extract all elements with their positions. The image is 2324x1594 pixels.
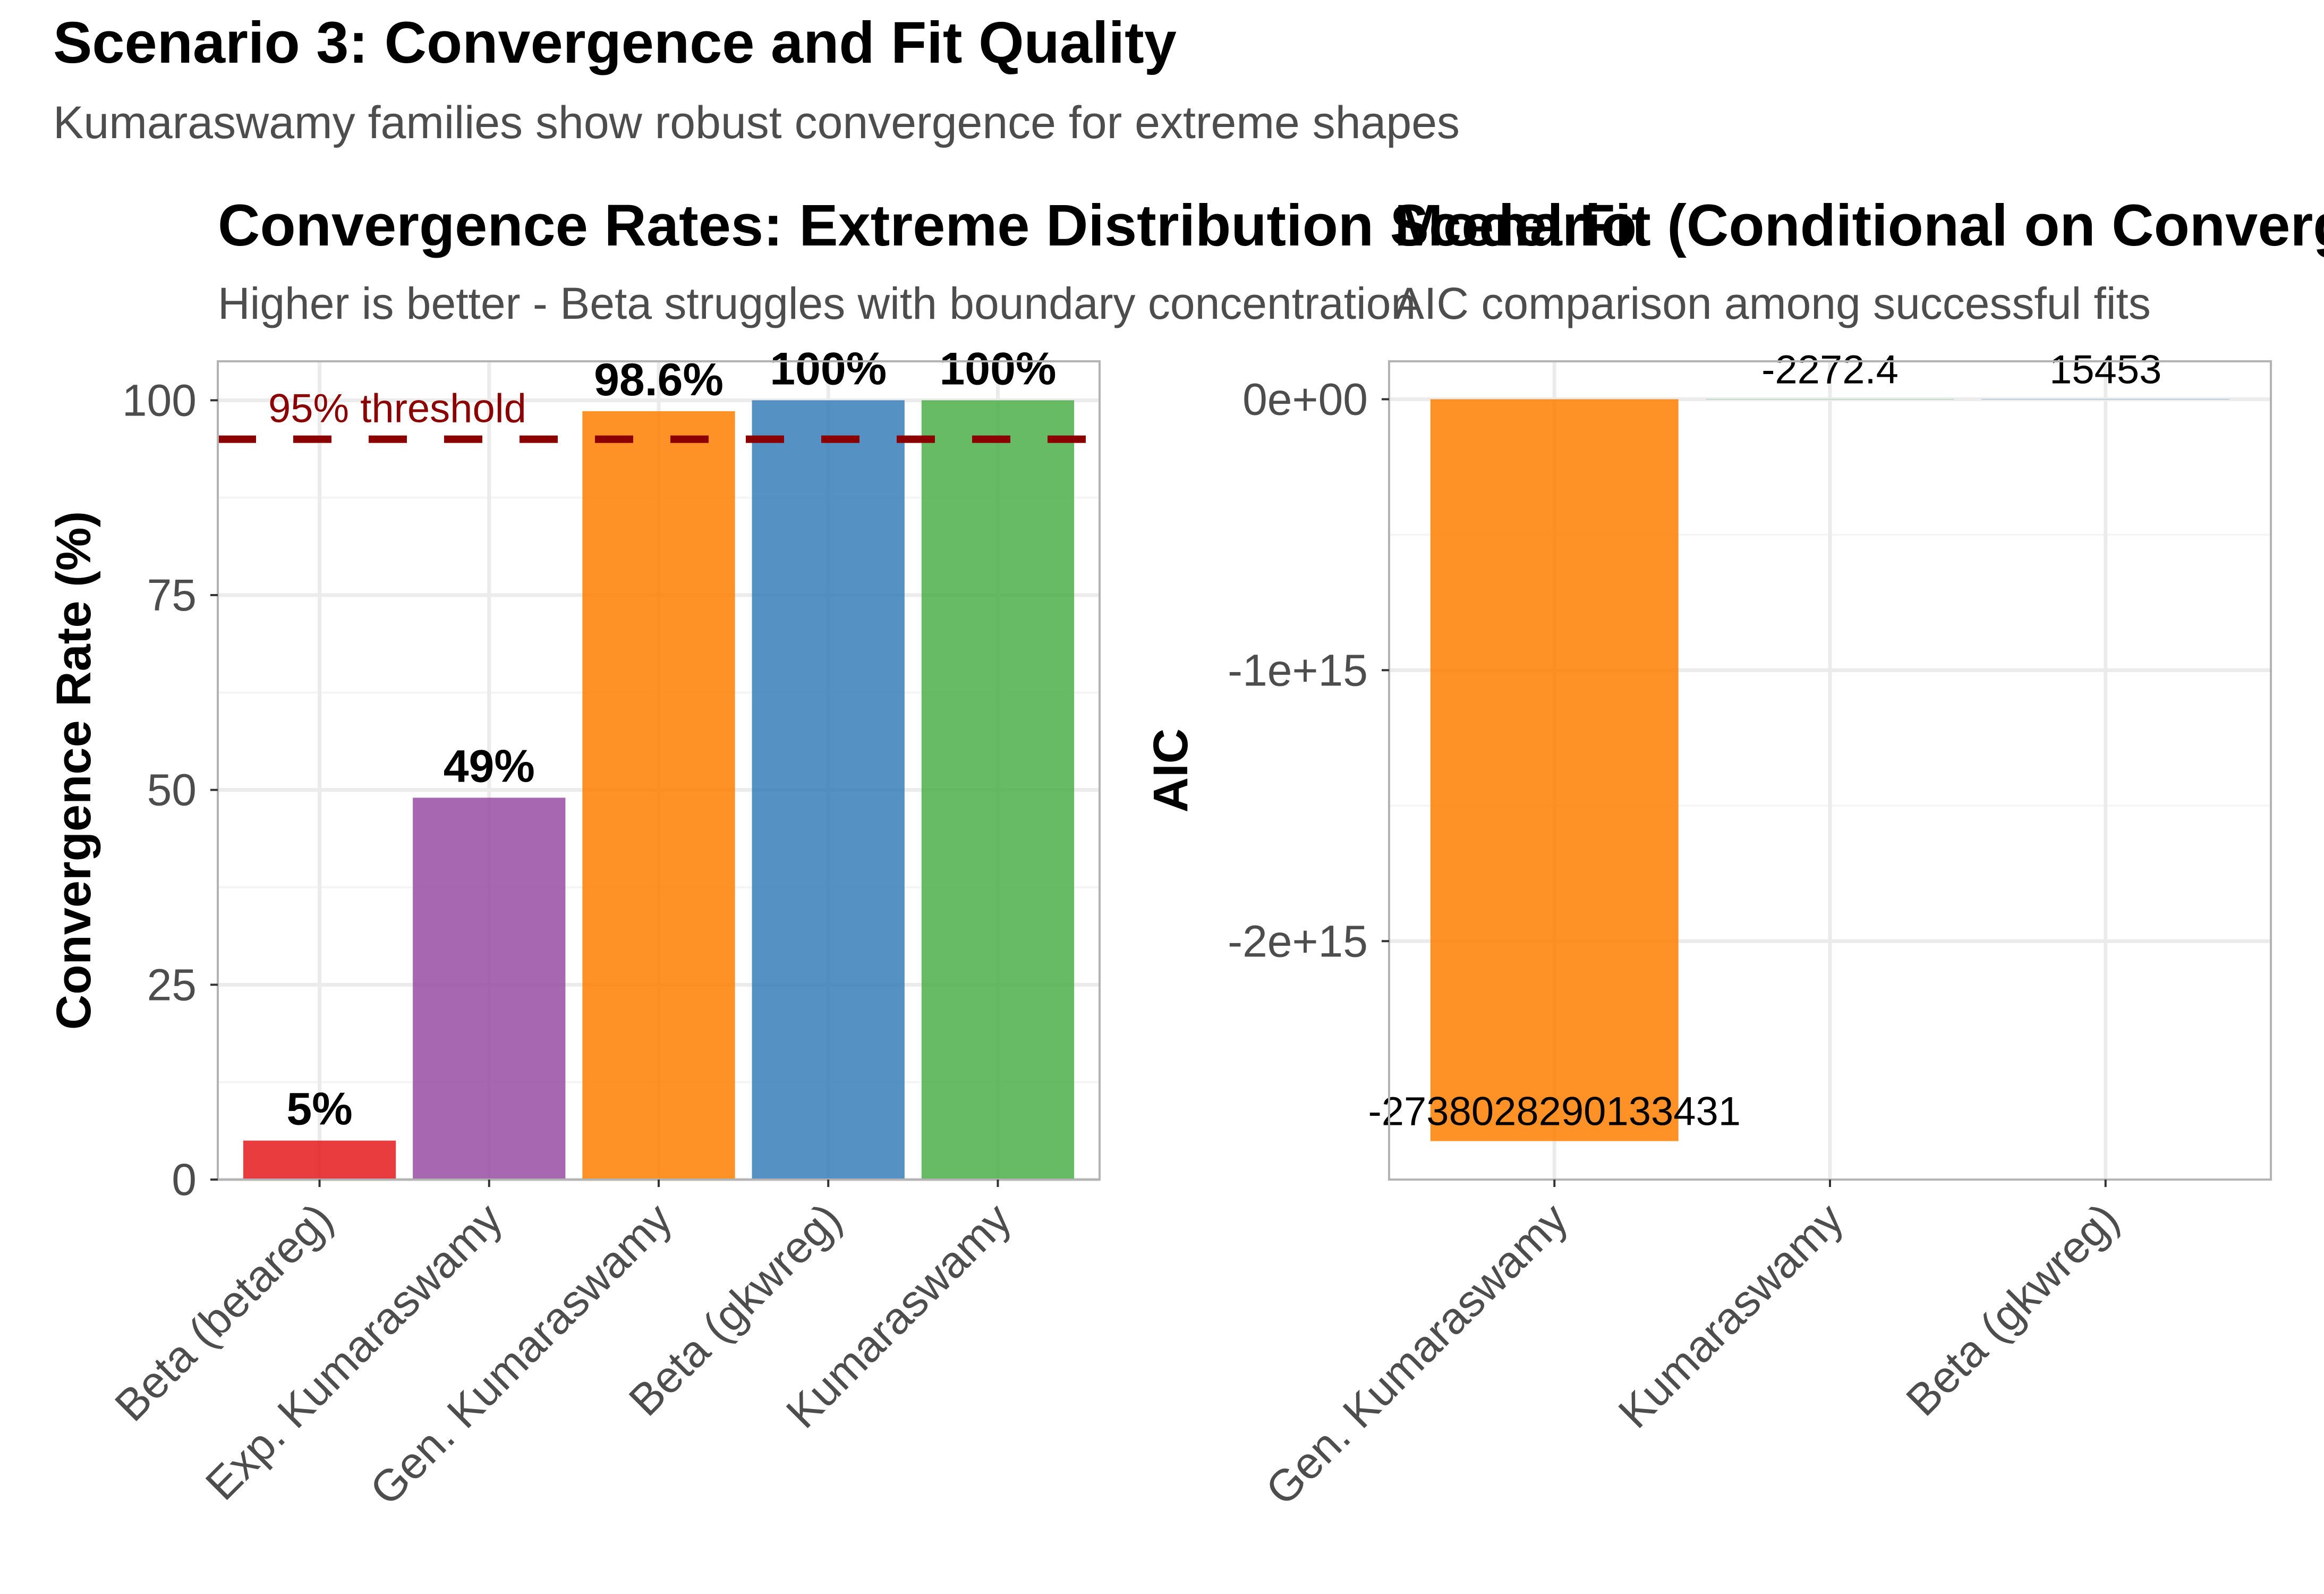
- figure-subtitle: Kumaraswamy families show robust converg…: [53, 97, 1460, 148]
- convergence-y-axis-label: Convergence Rate (%): [47, 511, 101, 1030]
- convergence-bar: [413, 798, 566, 1180]
- aic-data-labels: -2738028290133431 -2272.4 15453: [1368, 347, 2161, 1134]
- convergence-data-labels: 5% 49% 98.6% 100% 100%: [286, 343, 1056, 1134]
- convergence-bar: [243, 1140, 396, 1180]
- aic-bars: [1430, 399, 2230, 1141]
- convergence-y-ticks: 0 25 50 75 100: [122, 375, 218, 1205]
- aic-chart-subtitle: AIC comparison among successful fits: [1394, 278, 2151, 328]
- convergence-y-tick-label: 75: [147, 570, 197, 620]
- convergence-bar: [582, 411, 735, 1180]
- aic-data-label: 15453: [2049, 347, 2161, 392]
- aic-chart-title: Model Fit (Conditional on Convergence): [1394, 193, 2324, 258]
- convergence-y-tick-label: 25: [147, 960, 197, 1010]
- convergence-data-label: 100%: [770, 343, 887, 394]
- aic-bar: [1981, 399, 2230, 400]
- aic-y-tick-label: 0e+00: [1242, 374, 1368, 424]
- convergence-data-label: 98.6%: [594, 354, 723, 405]
- convergence-y-tick-label: 50: [147, 765, 197, 815]
- figure-title: Scenario 3: Convergence and Fit Quality: [53, 10, 1177, 75]
- aic-bar: [1706, 399, 1954, 400]
- convergence-data-label: 49%: [444, 741, 535, 792]
- convergence-data-label: 5%: [286, 1084, 352, 1135]
- convergence-chart-title: Convergence Rates: Extreme Distribution …: [218, 193, 1637, 258]
- aic-data-label: -2738028290133431: [1368, 1089, 1741, 1134]
- convergence-bar: [921, 400, 1075, 1180]
- convergence-y-tick-label: 100: [122, 375, 197, 425]
- convergence-data-label: 100%: [939, 343, 1056, 394]
- convergence-bars: [243, 400, 1075, 1180]
- aic-data-label: -2272.4: [1761, 347, 1899, 392]
- aic-bar: [1430, 399, 1679, 1141]
- convergence-bar: [752, 400, 905, 1180]
- threshold-line-group: 95% threshold: [218, 386, 1089, 443]
- convergence-y-tick-label: 0: [172, 1155, 197, 1205]
- aic-y-tick-label: -1e+15: [1228, 645, 1368, 695]
- aic-y-tick-label: -2e+15: [1228, 916, 1368, 966]
- convergence-chart-subtitle: Higher is better - Beta struggles with b…: [218, 278, 1416, 328]
- aic-y-ticks: 0e+00 -1e+15 -2e+15: [1228, 374, 1389, 966]
- threshold-label: 95% threshold: [268, 386, 526, 431]
- aic-y-axis-label: AIC: [1144, 728, 1198, 812]
